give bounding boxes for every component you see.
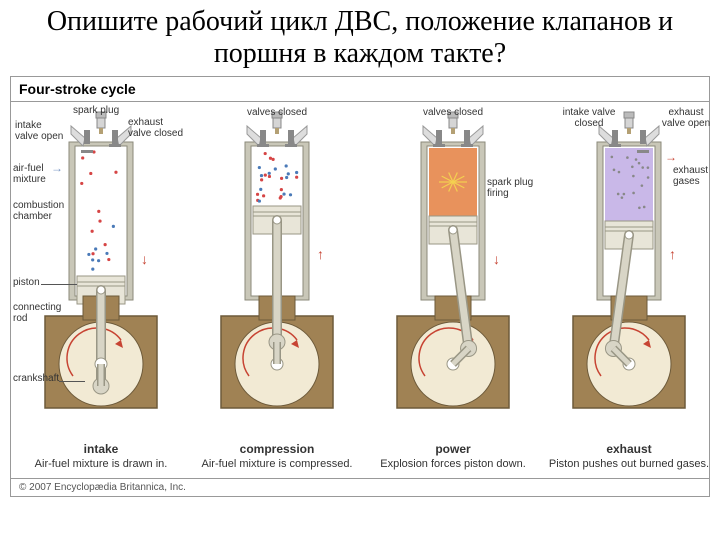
piston-arrow: ↑ <box>317 246 324 262</box>
caption-exhaust: exhaustPiston pushes out burned gases. <box>541 442 717 470</box>
lbl-spark-firing: spark plug firing <box>487 178 539 199</box>
engine-svg-exhaust <box>541 106 717 426</box>
strokes-row: ↓ intake valve open spark plug exhaust valv… <box>11 102 709 478</box>
stroke-power: ↓ valves closed spark plug firing powerExpl… <box>365 106 541 476</box>
copyright: © 2007 Encyclopædia Britannica, Inc. <box>11 478 709 496</box>
caption-intake: intakeAir-fuel mixture is drawn in. <box>13 442 189 470</box>
lbl-crank: crankshaft <box>13 374 59 385</box>
diagram-title: Four-stroke cycle <box>11 77 709 102</box>
intake-arrow: → <box>51 161 63 175</box>
lbl-piston: piston <box>13 278 40 289</box>
engine-svg-power <box>365 106 541 426</box>
piston-arrow: ↓ <box>141 251 148 267</box>
diagram-container: Four-stroke cycle ↓ intake valve open spar… <box>10 76 710 497</box>
stroke-exhaust: ↑ intake valve closed exhaust valve open ex… <box>541 106 717 476</box>
lbl-exhaust-gases: exhaust gases <box>673 166 717 187</box>
stroke-compression: ↑ valves closed compressionAir-fuel mixtur… <box>189 106 365 476</box>
question-text: Опишите рабочий цикл ДВС, положение клап… <box>0 0 720 74</box>
caption-power: powerExplosion forces piston down. <box>365 442 541 470</box>
lbl-chamber: combustion chamber <box>13 201 68 222</box>
lbl-spark-plug: spark plug <box>73 106 119 117</box>
lbl-exhaust-open: exhaust valve open <box>659 108 713 129</box>
engine-svg-compression <box>189 106 365 426</box>
exhaust-arrow: → <box>665 150 677 164</box>
caption-compression: compressionAir-fuel mixture is compresse… <box>189 442 365 470</box>
lbl-intake-valve: intake valve open <box>15 121 65 142</box>
lbl-exhaust-closed: exhaust valve closed <box>128 118 186 139</box>
stroke-intake: ↓ intake valve open spark plug exhaust valv… <box>13 106 189 476</box>
piston-arrow: ↓ <box>493 251 500 267</box>
lbl-airfuel: air-fuel mixture <box>13 164 55 185</box>
lbl-rod: connecting rod <box>13 303 68 324</box>
piston-arrow: ↑ <box>669 246 676 262</box>
lbl-intake-closed: intake valve closed <box>559 108 619 129</box>
lbl-valves-closed: valves closed <box>421 108 485 119</box>
lbl-valves-closed: valves closed <box>245 108 309 119</box>
